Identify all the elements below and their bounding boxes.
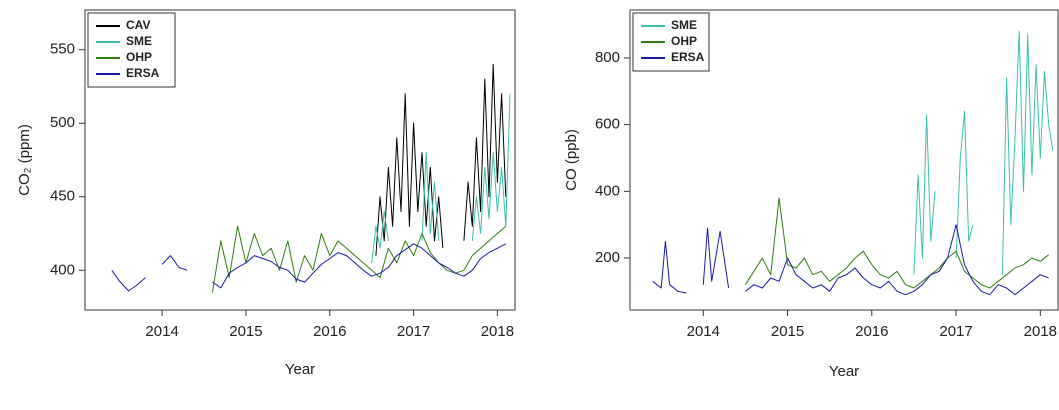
x-tick-label: 2016 <box>313 323 346 340</box>
x-tick-label: 2014 <box>145 323 178 340</box>
x-tick-label: 2016 <box>855 323 888 340</box>
legend-label: SME <box>671 18 697 32</box>
x-tick-label: 2017 <box>397 323 430 340</box>
y-tick-label: 450 <box>50 188 75 205</box>
x-tick-label: 2015 <box>229 323 262 340</box>
x-axis-label: Year <box>285 361 315 378</box>
legend-label: OHP <box>671 34 697 48</box>
x-tick-label: 2014 <box>687 323 720 340</box>
y-tick-label: 200 <box>595 249 620 266</box>
series-line <box>371 93 511 263</box>
y-axis-label: CO₂ (ppm) <box>16 124 33 196</box>
y-tick-label: 500 <box>50 114 75 131</box>
x-tick-label: 2017 <box>939 323 972 340</box>
x-tick-label: 2015 <box>771 323 804 340</box>
y-tick-label: 400 <box>50 261 75 278</box>
series-line <box>913 30 1054 275</box>
plot-frame <box>84 9 516 311</box>
series-line <box>375 63 507 256</box>
legend-label: ERSA <box>126 66 160 80</box>
y-tick-label: 600 <box>595 116 620 133</box>
series-group <box>652 30 1054 296</box>
y-tick-label: 400 <box>595 182 620 199</box>
legend-label: SME <box>126 34 152 48</box>
legend-label: ERSA <box>671 50 705 64</box>
plot-frame <box>629 9 1059 311</box>
y-axis-label: CO (ppb) <box>563 129 580 191</box>
plot: 200 400 600 800 2014 2015 2016 2017 2018 CO (ppb)… <box>563 9 1059 380</box>
y-tick-label: 550 <box>50 41 75 58</box>
legend-label: OHP <box>126 50 152 64</box>
series-line <box>111 243 507 292</box>
x-tick-label: 2018 <box>481 323 514 340</box>
series-group <box>111 63 511 293</box>
legend-label: CAV <box>126 18 150 32</box>
x-axis-label: Year <box>829 363 859 380</box>
y-tick-label: 800 <box>595 49 620 66</box>
series-line <box>744 197 1050 289</box>
series-line <box>211 225 507 293</box>
series-line <box>652 224 1049 296</box>
x-tick-label: 2018 <box>1024 323 1057 340</box>
plot: 400 450 500 550 2014 2015 2016 2017 2018 CO₂ (ppm… <box>16 9 516 378</box>
